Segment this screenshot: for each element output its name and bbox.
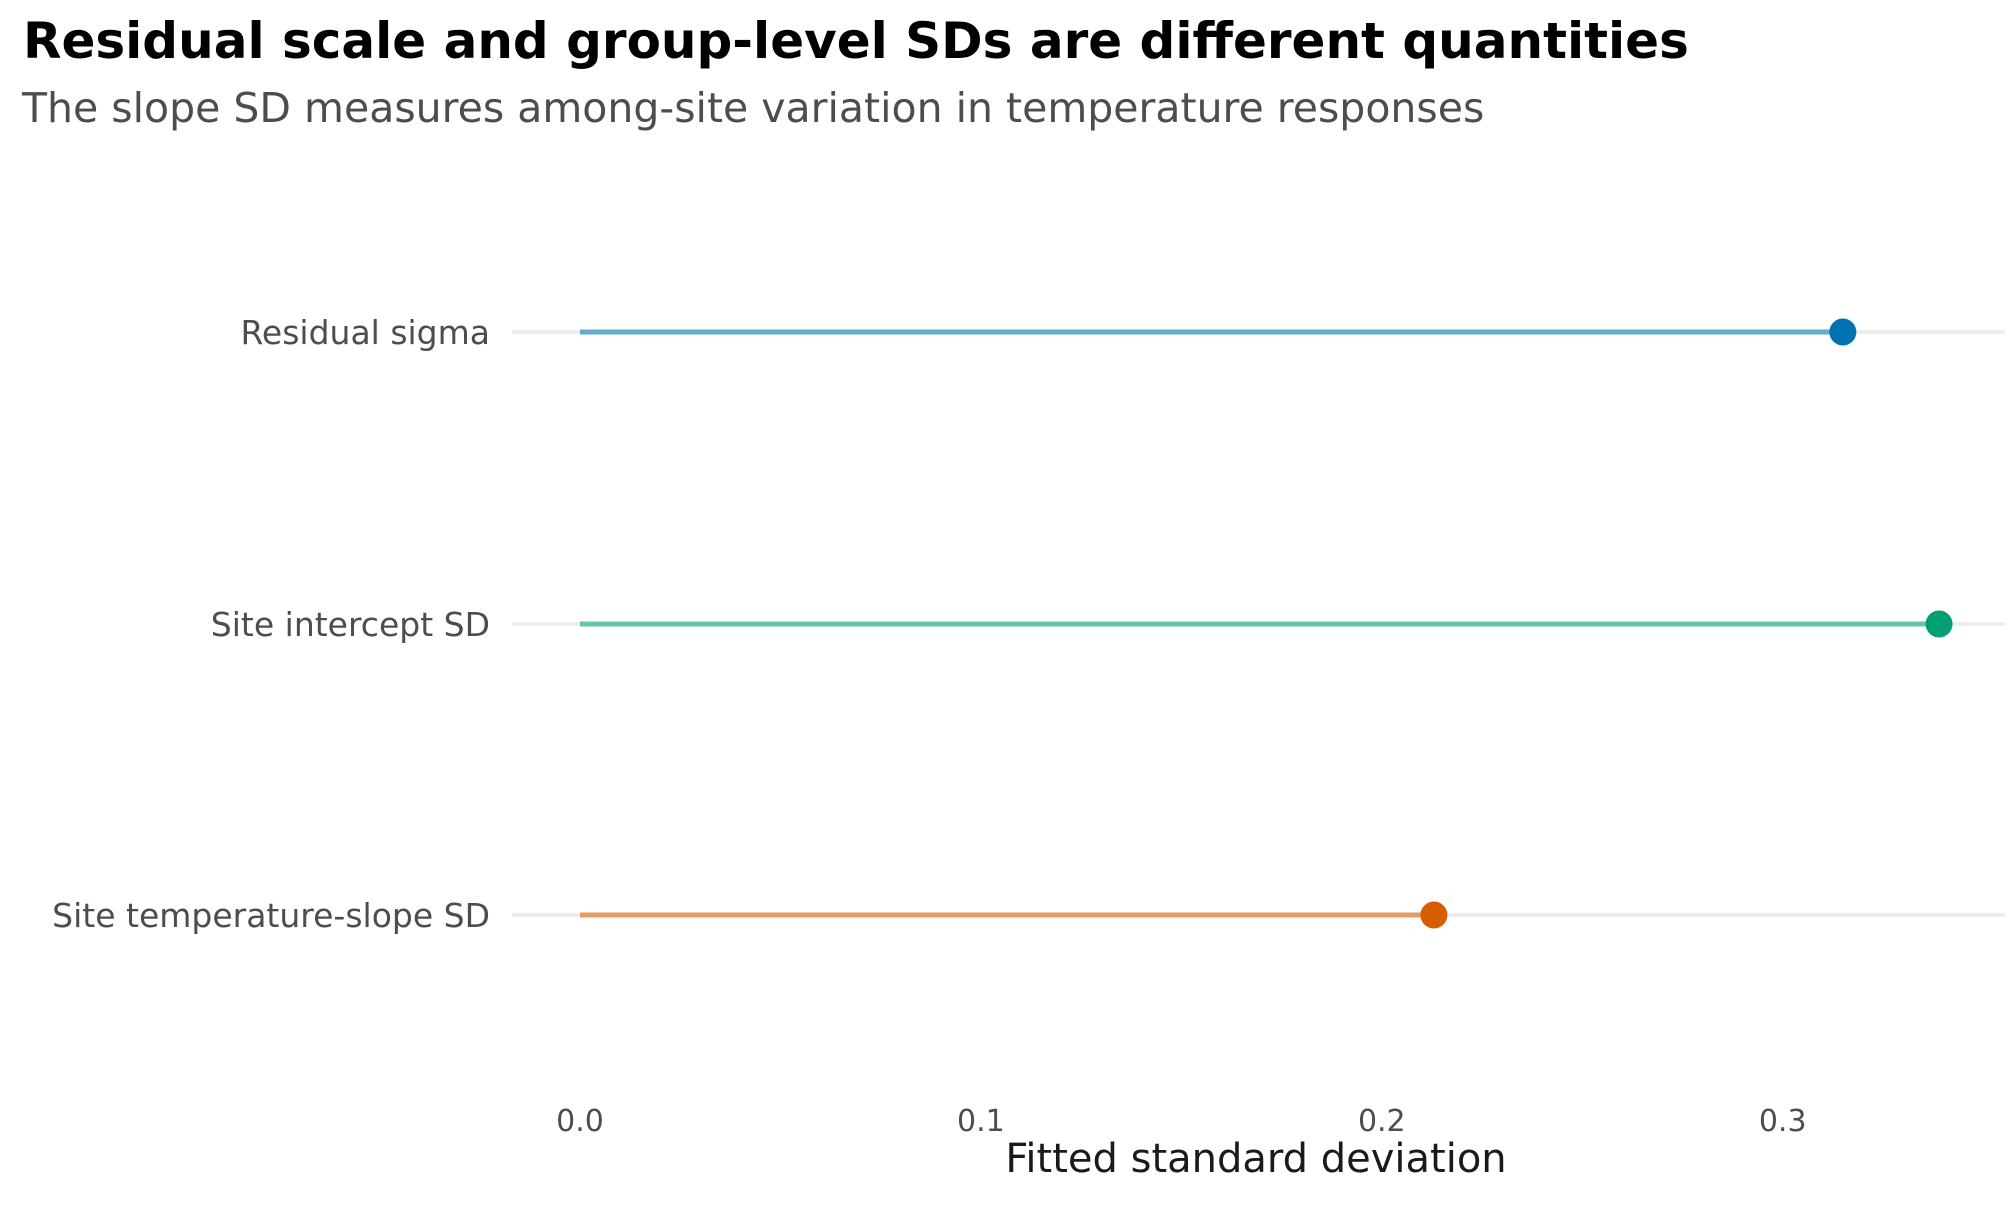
data-point <box>1829 318 1857 346</box>
points <box>1420 318 1953 929</box>
chart-subtitle: The slope SD measures among-site variati… <box>22 84 1485 132</box>
x-axis-label: Fitted standard deviation <box>1005 1136 1506 1182</box>
x-tick-label: 0.1 <box>957 1104 1005 1139</box>
stems <box>580 329 1940 918</box>
x-tick-label: 0.3 <box>1759 1104 1807 1139</box>
y-axis-labels: Residual sigma Site intercept SD Site temp… <box>52 313 490 935</box>
data-point <box>1420 901 1448 929</box>
x-axis-tick-labels: 0.0 0.1 0.2 0.3 <box>556 1104 1806 1139</box>
x-tick-label: 0.2 <box>1358 1104 1406 1139</box>
y-axis-label: Site temperature-slope SD <box>52 896 490 935</box>
y-axis-label: Residual sigma <box>240 313 490 352</box>
y-axis-label: Site intercept SD <box>211 605 490 644</box>
x-tick-label: 0.0 <box>556 1104 604 1139</box>
chart-title: Residual scale and group-level SDs are d… <box>23 12 1689 70</box>
data-point <box>1925 610 1953 638</box>
